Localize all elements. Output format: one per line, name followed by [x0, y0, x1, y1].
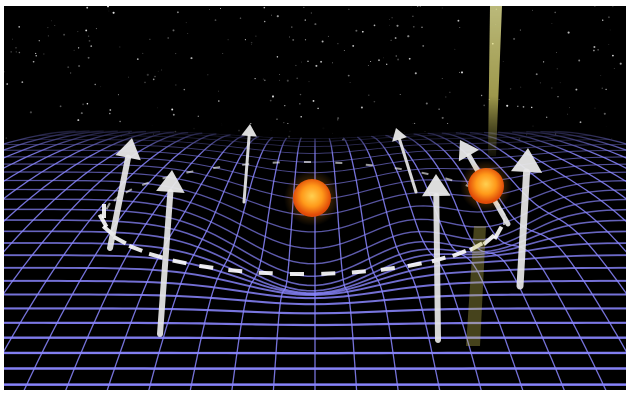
arrow-right [511, 148, 543, 290]
horizon-fade [4, 124, 626, 154]
spin-arrow-icon [115, 138, 141, 161]
spin-arrow-icon [156, 170, 185, 193]
spin-arrow-icon [392, 128, 407, 142]
spacetime-illustration [4, 6, 626, 390]
spin-arrow-icon [458, 140, 480, 162]
arrow-left-back [241, 124, 257, 204]
spin-arrow-icon [511, 148, 543, 173]
image-frame [4, 6, 626, 390]
arrow-right-mid [422, 174, 451, 343]
star-icon [293, 179, 331, 217]
spin-arrow-icon [422, 174, 451, 197]
arrow-far-left [107, 138, 141, 251]
arrow-left [156, 170, 185, 337]
spin-arrows [107, 124, 543, 343]
arrow-mid-back [392, 128, 418, 194]
pulsar-icon [468, 168, 504, 204]
center-star [284, 170, 340, 226]
pulsar-beam [466, 6, 502, 346]
pulsar-star [460, 160, 512, 212]
spin-arrow-icon [241, 124, 257, 137]
